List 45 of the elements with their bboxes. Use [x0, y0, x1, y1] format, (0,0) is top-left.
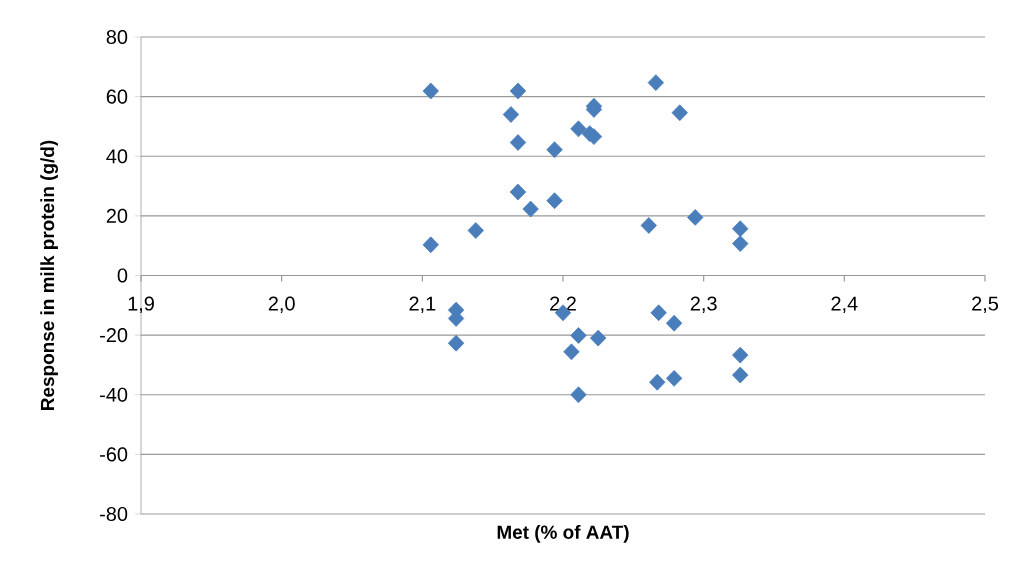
x-tick-label: 1,9 [128, 296, 154, 313]
point [522, 200, 539, 218]
point [671, 104, 688, 122]
point [570, 120, 587, 138]
x-tick-label: 2,0 [268, 296, 295, 313]
point [649, 373, 666, 391]
x-tick-label: 2,1 [409, 296, 436, 313]
point [732, 220, 749, 238]
point [687, 209, 704, 226]
point [467, 222, 484, 239]
y-tick-label: 0 [117, 268, 128, 283]
point [732, 346, 749, 364]
y-tick-label: 20 [106, 208, 128, 223]
y-tick-label: 40 [106, 149, 128, 164]
y-tick-label: 60 [106, 89, 128, 104]
point [665, 314, 683, 332]
point [447, 334, 465, 352]
x-tick-label: 2,4 [831, 296, 858, 313]
point [570, 386, 587, 404]
x-axis-title: Met (% of AAT) [497, 525, 629, 543]
y-tick-label: -20 [100, 328, 128, 343]
point [590, 329, 607, 347]
point [422, 236, 439, 254]
point [509, 82, 527, 100]
point [647, 74, 665, 91]
y-tick-label: 80 [106, 29, 128, 45]
point [546, 141, 563, 159]
point [502, 106, 520, 123]
x-tick-label: 2,5 [972, 296, 999, 313]
point [732, 235, 749, 252]
point [650, 304, 667, 322]
point [732, 366, 749, 384]
point [563, 343, 580, 361]
point [570, 327, 587, 344]
y-tick-label: -60 [100, 447, 128, 462]
point [509, 183, 527, 201]
y-tick-label: -40 [100, 387, 128, 402]
point [640, 217, 657, 234]
x-tick-label: 2,3 [690, 296, 717, 313]
point [509, 134, 527, 151]
point [422, 82, 439, 100]
y-tick-label: -80 [100, 506, 128, 522]
point [546, 192, 563, 210]
y-axis-title: Response in milk protein (g/d) [40, 140, 58, 410]
point [665, 369, 683, 387]
